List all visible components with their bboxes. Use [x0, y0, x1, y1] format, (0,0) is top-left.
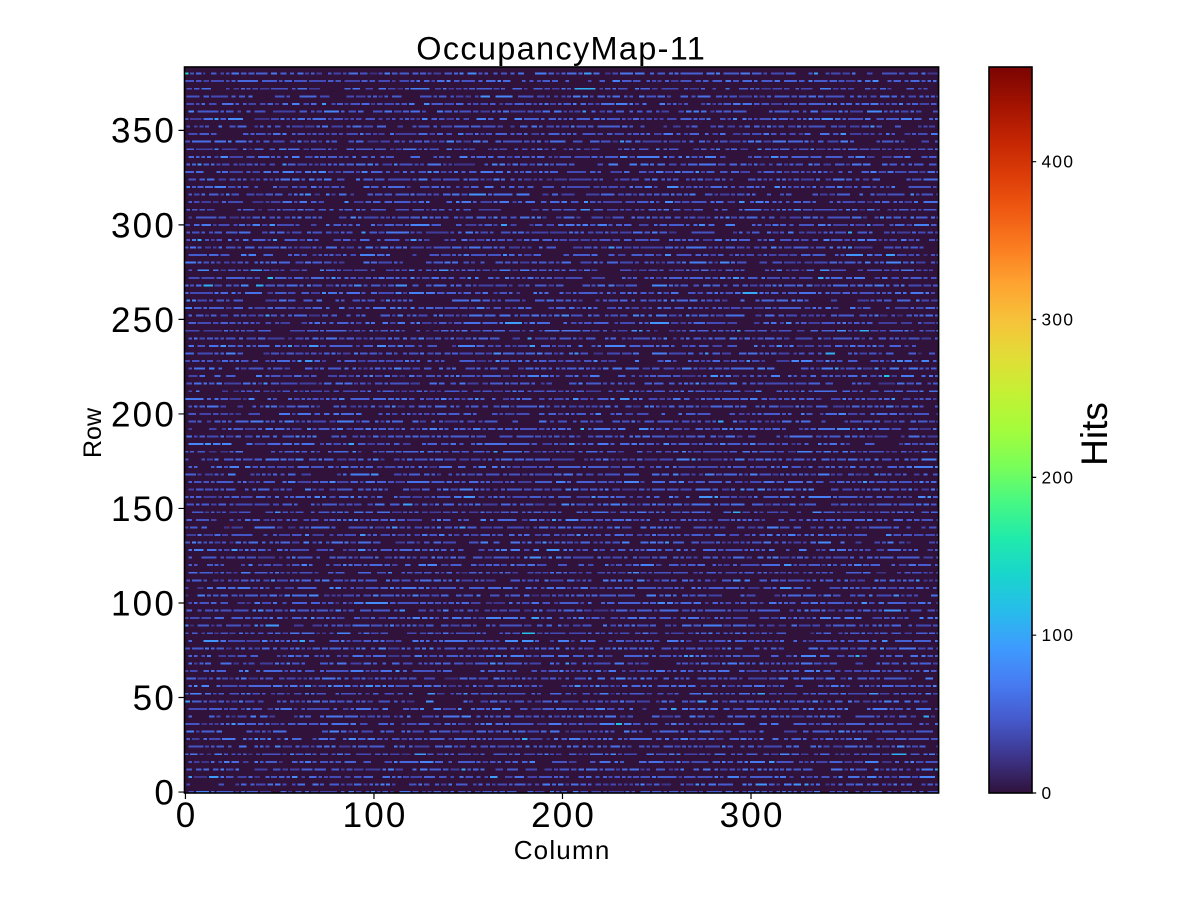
- svg-text:250: 250: [111, 301, 176, 340]
- svg-text:OccupancyMap-11: OccupancyMap-11: [416, 31, 706, 67]
- svg-text:100: 100: [111, 584, 176, 623]
- svg-text:150: 150: [111, 490, 176, 529]
- svg-text:200: 200: [111, 395, 176, 434]
- svg-text:0: 0: [176, 796, 198, 835]
- svg-text:300: 300: [1042, 309, 1075, 329]
- svg-text:300: 300: [111, 206, 176, 245]
- svg-text:Column: Column: [514, 835, 611, 865]
- svg-text:50: 50: [133, 679, 176, 718]
- svg-text:300: 300: [720, 796, 785, 835]
- svg-text:400: 400: [1042, 152, 1075, 172]
- svg-text:0: 0: [154, 773, 176, 812]
- svg-text:350: 350: [111, 112, 176, 151]
- svg-text:0: 0: [1042, 783, 1053, 803]
- svg-text:200: 200: [1042, 467, 1075, 487]
- svg-text:Hits: Hits: [1074, 402, 1115, 466]
- svg-text:200: 200: [531, 796, 596, 835]
- svg-text:100: 100: [1042, 625, 1075, 645]
- svg-text:Row: Row: [79, 407, 107, 458]
- svg-text:100: 100: [343, 796, 408, 835]
